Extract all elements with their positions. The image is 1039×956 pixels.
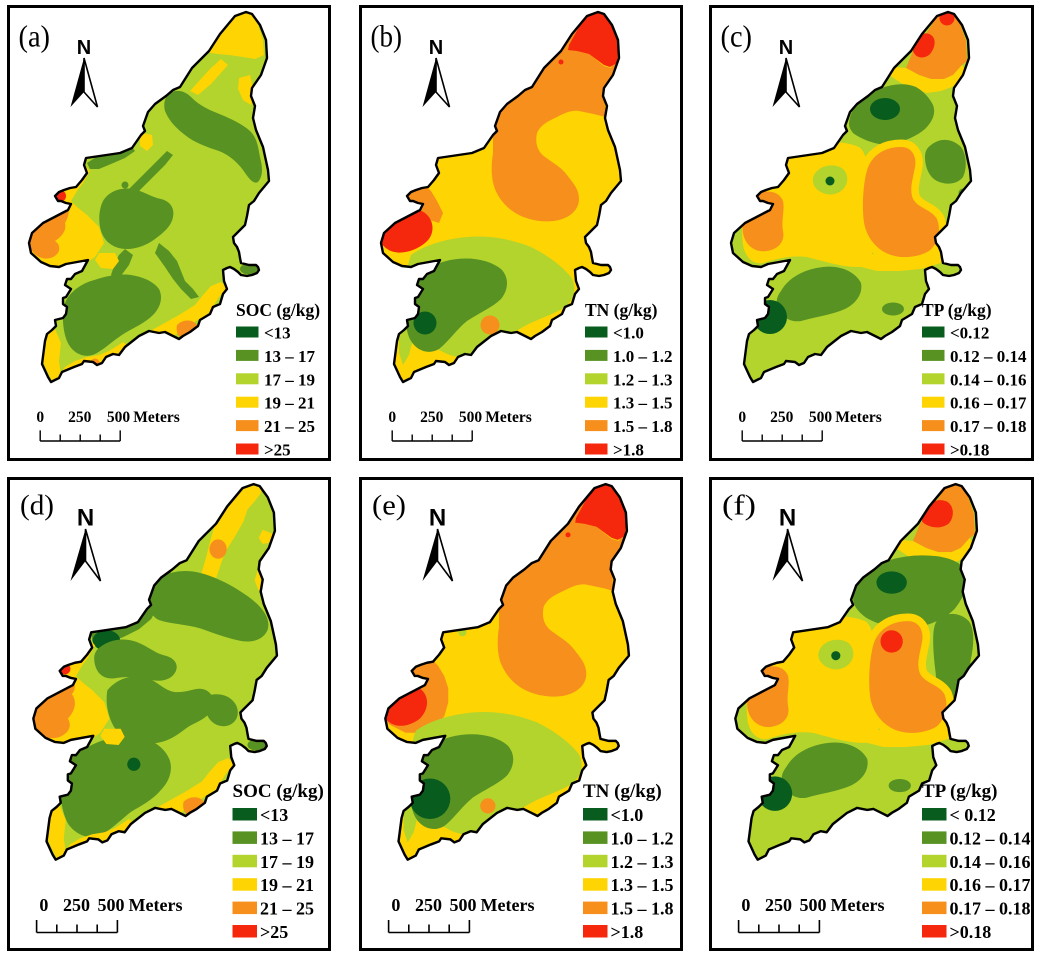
- svg-text:0.16 – 0.17: 0.16 – 0.17: [950, 394, 1027, 413]
- svg-text:500: 500: [809, 409, 833, 426]
- svg-text:<0.12: <0.12: [950, 324, 989, 343]
- svg-text:0: 0: [36, 409, 44, 426]
- svg-text:13 – 17: 13 – 17: [260, 828, 314, 848]
- svg-text:TP (g/kg): TP (g/kg): [922, 781, 997, 802]
- svg-text:21 – 25: 21 – 25: [264, 417, 315, 436]
- svg-text:>1.8: >1.8: [613, 441, 644, 460]
- svg-text:1.0 – 1.2: 1.0 – 1.2: [611, 828, 674, 848]
- svg-text:250: 250: [765, 895, 792, 915]
- svg-text:Meters: Meters: [485, 409, 531, 426]
- svg-text:0: 0: [741, 895, 750, 915]
- svg-text:500: 500: [450, 895, 477, 915]
- svg-text:Meters: Meters: [835, 409, 881, 426]
- svg-text:500: 500: [98, 895, 125, 915]
- svg-text:13 – 17: 13 – 17: [264, 347, 316, 366]
- svg-text:0.14 – 0.16: 0.14 – 0.16: [950, 852, 1031, 872]
- svg-text:N: N: [429, 37, 443, 59]
- svg-text:1.2 – 1.3: 1.2 – 1.3: [611, 852, 674, 872]
- svg-text:<13: <13: [264, 324, 291, 343]
- svg-text:>25: >25: [260, 922, 288, 942]
- svg-text:N: N: [77, 505, 94, 532]
- svg-text:1.3 – 1.5: 1.3 – 1.5: [613, 394, 673, 413]
- svg-text:SOC (g/kg): SOC (g/kg): [233, 781, 324, 802]
- svg-text:0: 0: [391, 895, 400, 915]
- svg-text:0.12 – 0.14: 0.12 – 0.14: [950, 828, 1031, 848]
- svg-text:1.5 – 1.8: 1.5 – 1.8: [611, 899, 674, 919]
- svg-text:Meters: Meters: [481, 895, 535, 915]
- svg-text:250: 250: [415, 895, 442, 915]
- svg-text:250: 250: [770, 409, 794, 426]
- svg-text:>0.18: >0.18: [950, 922, 992, 942]
- svg-text:>0.18: >0.18: [950, 441, 989, 460]
- svg-text:21 – 25: 21 – 25: [260, 899, 314, 919]
- svg-text:SOC (g/kg): SOC (g/kg): [236, 300, 320, 320]
- svg-text:>25: >25: [264, 441, 291, 460]
- svg-text:N: N: [77, 37, 91, 59]
- svg-text:N: N: [429, 505, 446, 532]
- svg-text:0.17 – 0.18: 0.17 – 0.18: [950, 417, 1027, 436]
- svg-text:TP (g/kg): TP (g/kg): [922, 300, 992, 320]
- svg-text:0.17 – 0.18: 0.17 – 0.18: [950, 899, 1031, 919]
- svg-text:19 – 21: 19 – 21: [264, 394, 315, 413]
- svg-text:0: 0: [738, 409, 746, 426]
- svg-text:Meters: Meters: [129, 895, 183, 915]
- svg-text:250: 250: [63, 895, 90, 915]
- svg-text:500: 500: [459, 409, 483, 426]
- svg-text:0: 0: [388, 409, 396, 426]
- svg-text:0.12 – 0.14: 0.12 – 0.14: [950, 347, 1027, 366]
- svg-text:Meters: Meters: [831, 895, 885, 915]
- svg-text:<1.0: <1.0: [613, 324, 644, 343]
- svg-text:< 0.12: < 0.12: [950, 805, 996, 825]
- svg-text:17 – 19: 17 – 19: [260, 852, 314, 872]
- svg-text:250: 250: [68, 409, 92, 426]
- svg-text:(b): (b): [371, 19, 403, 54]
- svg-text:(d): (d): [20, 491, 54, 522]
- svg-text:0: 0: [39, 895, 48, 915]
- svg-text:>1.8: >1.8: [611, 922, 644, 942]
- svg-text:(e): (e): [372, 491, 406, 522]
- svg-text:500: 500: [800, 895, 827, 915]
- svg-text:19 – 21: 19 – 21: [260, 875, 314, 895]
- svg-text:Meters: Meters: [133, 409, 179, 426]
- svg-text:1.0 – 1.2: 1.0 – 1.2: [613, 347, 673, 366]
- svg-text:17 – 19: 17 – 19: [264, 370, 315, 389]
- svg-text:500: 500: [107, 409, 131, 426]
- svg-text:N: N: [779, 505, 796, 532]
- svg-text:(a): (a): [19, 19, 51, 54]
- svg-text:0.14 – 0.16: 0.14 – 0.16: [950, 370, 1027, 389]
- svg-text:(f): (f): [722, 491, 756, 522]
- svg-text:TN (g/kg): TN (g/kg): [585, 300, 658, 320]
- svg-text:TN (g/kg): TN (g/kg): [583, 781, 662, 802]
- svg-text:250: 250: [420, 409, 444, 426]
- svg-text:<13: <13: [260, 805, 288, 825]
- svg-text:0.16 – 0.17: 0.16 – 0.17: [950, 875, 1031, 895]
- svg-text:(c): (c): [721, 19, 753, 54]
- svg-text:1.3 – 1.5: 1.3 – 1.5: [611, 875, 674, 895]
- svg-text:1.5 – 1.8: 1.5 – 1.8: [613, 417, 673, 436]
- svg-text:1.2 – 1.3: 1.2 – 1.3: [613, 370, 673, 389]
- svg-text:N: N: [779, 37, 793, 59]
- svg-text:<1.0: <1.0: [611, 805, 644, 825]
